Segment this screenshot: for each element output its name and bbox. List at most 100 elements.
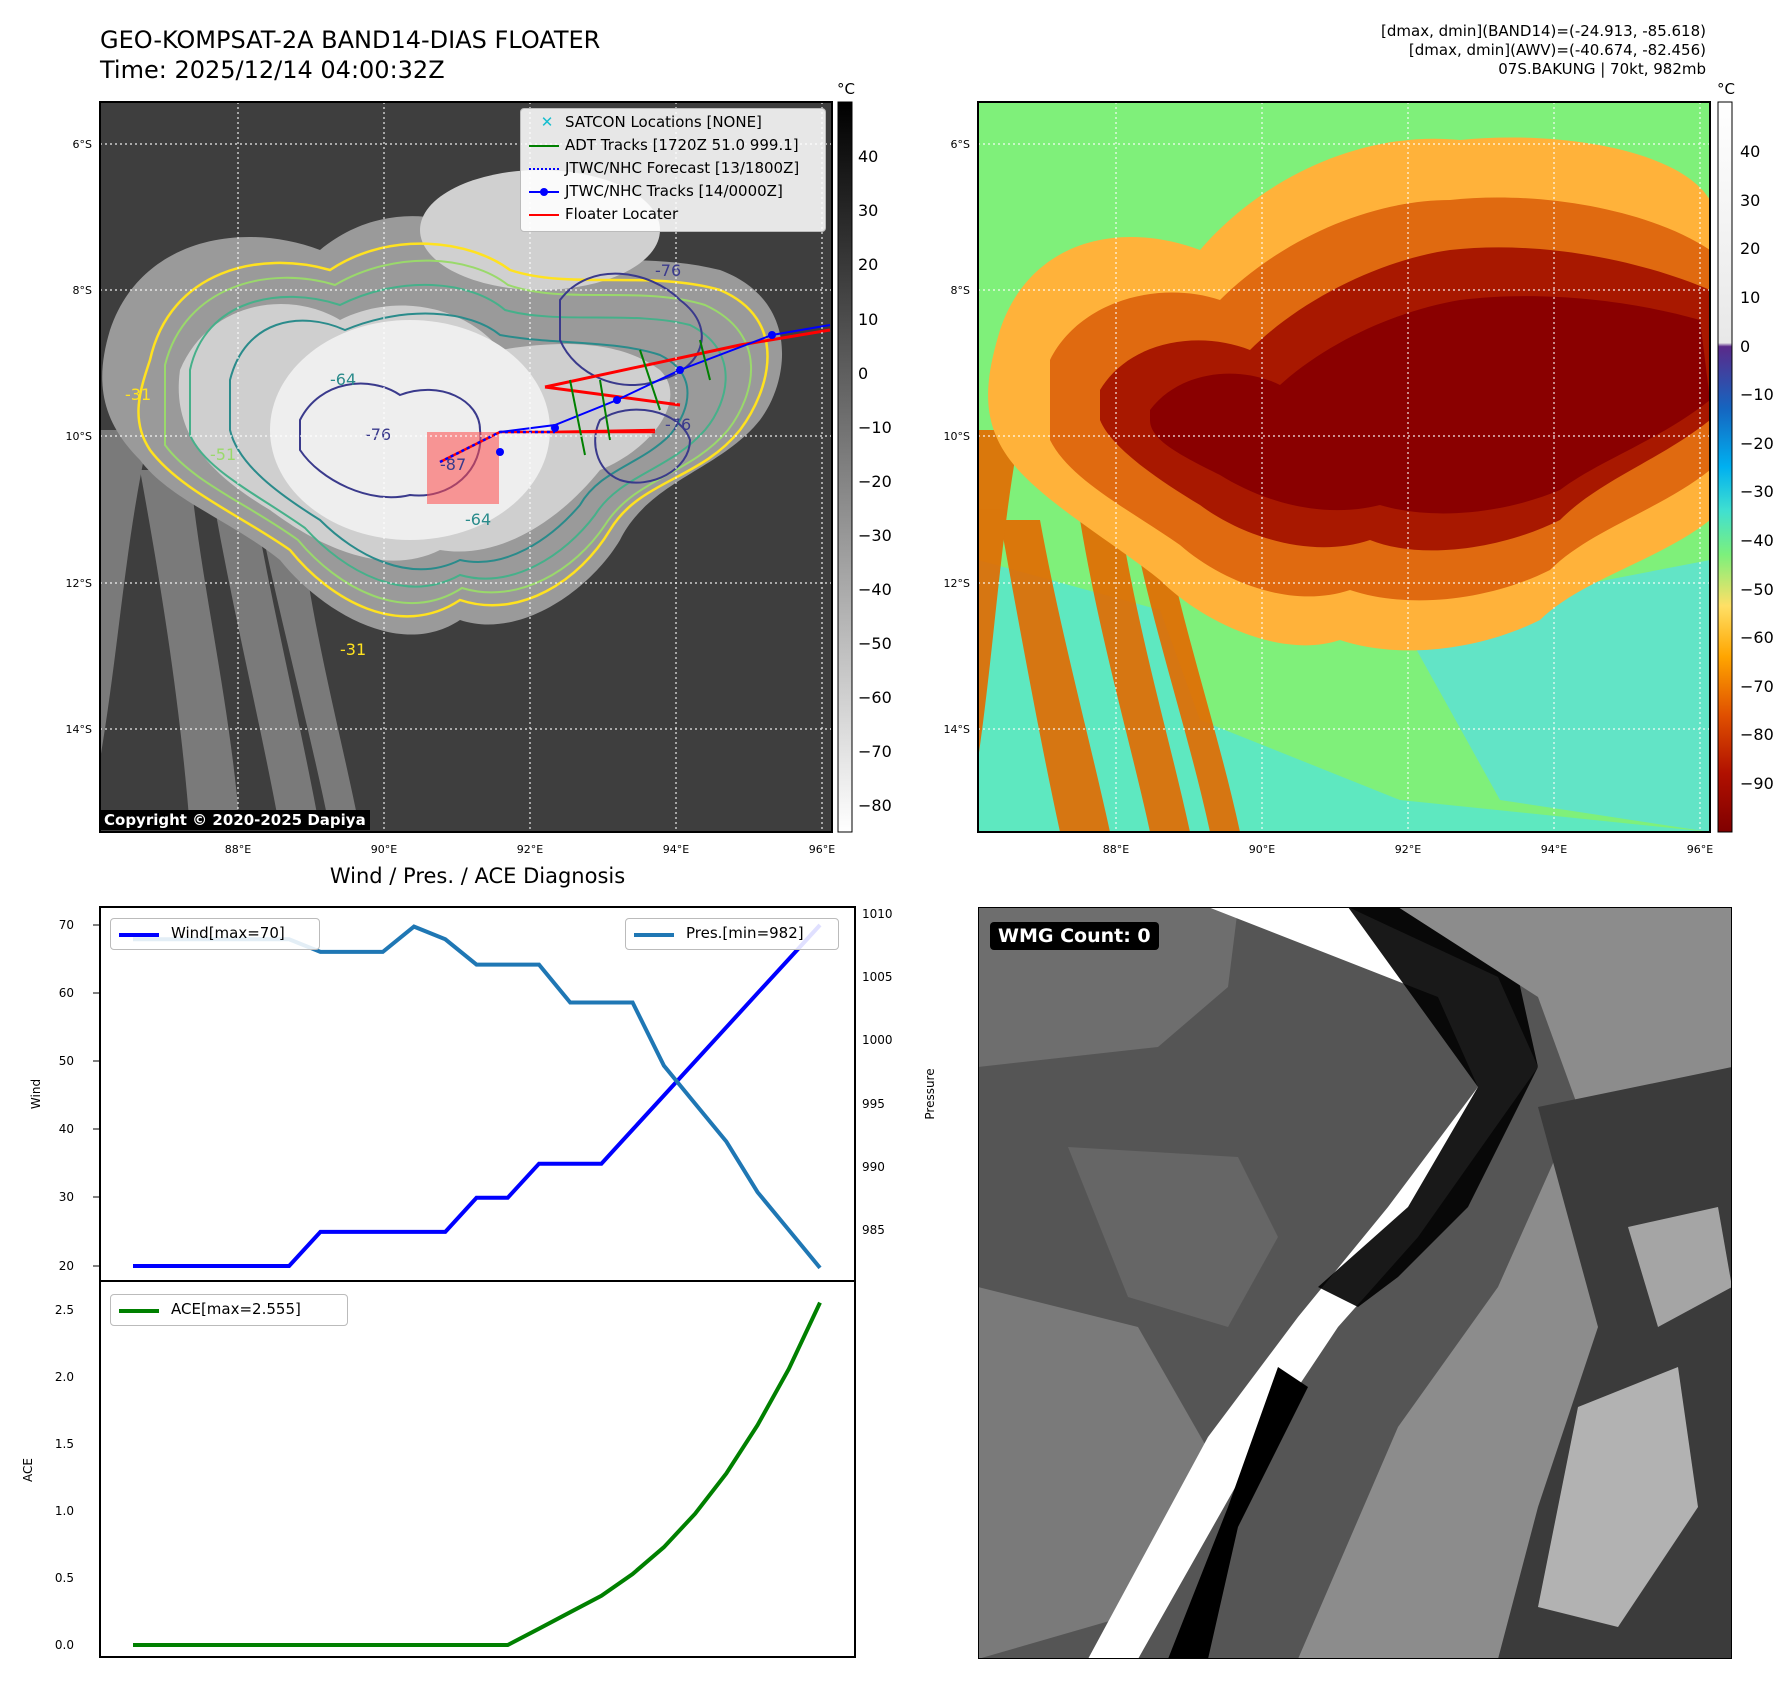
wind-legend: Wind[max=70] bbox=[110, 918, 320, 950]
colorbar-tick: 20 bbox=[858, 255, 878, 274]
legend-item-forecast: JTWC/NHC Forecast [13/1800Z] bbox=[529, 159, 819, 177]
ace-tick: 1.0 bbox=[55, 1504, 74, 1518]
contour-label: -76 bbox=[365, 425, 391, 444]
info-band14: [dmax, dmin](BAND14)=(-24.913, -85.618) bbox=[1381, 22, 1706, 40]
wind-legend-label: Wind[max=70] bbox=[171, 924, 285, 942]
wmg-panel bbox=[978, 907, 1732, 1659]
colorbar-tick: 0 bbox=[1740, 337, 1750, 356]
lon-label: 96°E bbox=[1687, 843, 1713, 856]
legend-item-satcon: ✕ SATCON Locations [NONE] bbox=[529, 113, 819, 131]
colorbar-tick: −40 bbox=[858, 580, 892, 599]
legend-item-tracks: JTWC/NHC Tracks [14/0000Z] bbox=[529, 182, 819, 200]
ir-map-panel: -76 -76 -64 -76 -87 -64 -51 -31 -31 6°S … bbox=[66, 80, 892, 856]
wind-tick: 30 bbox=[59, 1190, 74, 1204]
contour-label: -31 bbox=[125, 385, 151, 404]
info-awv: [dmax, dmin](AWV)=(-40.674, -82.456) bbox=[1408, 41, 1706, 59]
pressure-series-line bbox=[133, 924, 822, 1270]
dotted-line-icon bbox=[529, 167, 559, 170]
lon-label: 94°E bbox=[1541, 843, 1567, 856]
colorbar-tick: 10 bbox=[858, 310, 878, 329]
line-dot-icon bbox=[529, 187, 559, 196]
lat-label: 12°S bbox=[944, 577, 970, 590]
ace-series-line bbox=[133, 1301, 822, 1647]
chart-title: GEO-KOMPSAT-2A BAND14-DIAS FLOATER bbox=[100, 26, 601, 54]
chart-timestamp: Time: 2025/12/14 04:00:32Z bbox=[100, 56, 445, 84]
ace-legend-label: ACE[max=2.555] bbox=[171, 1300, 301, 1318]
ace-legend: ACE[max=2.555] bbox=[110, 1294, 348, 1326]
ace-tick: 0.0 bbox=[55, 1638, 74, 1652]
wind-tick: 60 bbox=[59, 986, 74, 1000]
legend-item-floater: Floater Locater bbox=[529, 205, 819, 223]
colorbar-tick: 0 bbox=[858, 364, 868, 383]
wind-axis-label: Wind bbox=[29, 1079, 43, 1109]
lat-label: 10°S bbox=[944, 430, 970, 443]
colorbar-tick: −80 bbox=[858, 796, 892, 815]
lat-label: 10°S bbox=[66, 430, 92, 443]
contour-label: -64 bbox=[330, 370, 356, 389]
lat-label: 6°S bbox=[73, 138, 92, 151]
copyright-label: Copyright © 2020-2025 Dapiya bbox=[100, 810, 370, 830]
contour-label: -87 bbox=[440, 455, 466, 474]
pressure-tick: 1000 bbox=[862, 1033, 893, 1047]
colorbar-tick: 40 bbox=[858, 147, 878, 166]
colorbar-tick: −80 bbox=[1740, 725, 1774, 744]
wind-tick: 70 bbox=[59, 918, 74, 932]
wind-tick: 50 bbox=[59, 1054, 74, 1068]
ace-tick: 0.5 bbox=[55, 1571, 74, 1585]
lat-label: 14°S bbox=[944, 723, 970, 736]
line-icon bbox=[529, 213, 559, 216]
lon-label: 92°E bbox=[517, 843, 543, 856]
line-icon bbox=[529, 144, 559, 147]
colorbar-tick: −70 bbox=[858, 742, 892, 761]
contour-label: -76 bbox=[665, 415, 691, 434]
colorbar-tick: −10 bbox=[858, 418, 892, 437]
contour-label: -31 bbox=[340, 640, 366, 659]
pressure-tick: 1005 bbox=[862, 970, 893, 984]
x-marker-icon: ✕ bbox=[540, 113, 554, 131]
diagnosis-title: Wind / Pres. / ACE Diagnosis bbox=[329, 864, 626, 888]
legend-item-adt: ADT Tracks [1720Z 51.0 999.1] bbox=[529, 136, 819, 154]
colorbar-tick: −50 bbox=[1740, 580, 1774, 599]
colorbar-unit: °C bbox=[837, 80, 855, 98]
wind-series-line bbox=[133, 923, 822, 1268]
colorbar-tick: 30 bbox=[1740, 191, 1760, 210]
colorbar-tick: 30 bbox=[858, 201, 878, 220]
colorbar-tick: −40 bbox=[1740, 531, 1774, 550]
line-icon bbox=[119, 933, 159, 937]
lat-label: 12°S bbox=[66, 577, 92, 590]
contour-label: -51 bbox=[210, 445, 236, 464]
colorbar-tick: −30 bbox=[1740, 482, 1774, 501]
lon-label: 90°E bbox=[371, 843, 397, 856]
lat-label: 8°S bbox=[951, 284, 970, 297]
contour-label: -76 bbox=[655, 261, 681, 280]
lon-label: 90°E bbox=[1249, 843, 1275, 856]
colorbar-tick: −20 bbox=[1740, 434, 1774, 453]
colorbar-tick: −50 bbox=[858, 634, 892, 653]
ace-tick: 2.5 bbox=[55, 1303, 74, 1317]
map-legend: ✕ SATCON Locations [NONE] ADT Tracks [172… bbox=[520, 108, 826, 232]
lon-label: 96°E bbox=[809, 843, 835, 856]
pressure-tick: 995 bbox=[862, 1097, 885, 1111]
colorbar-tick: −60 bbox=[1740, 628, 1774, 647]
colorbar-tick: −30 bbox=[858, 526, 892, 545]
pressure-axis-label: Pressure bbox=[923, 1068, 937, 1119]
pressure-tick: 990 bbox=[862, 1160, 885, 1174]
diagnosis-chart: 70 60 50 40 30 20 Wind 1010 1005 1000 99… bbox=[21, 906, 937, 1658]
lon-label: 88°E bbox=[225, 843, 251, 856]
lon-label: 94°E bbox=[663, 843, 689, 856]
contour-label: -64 bbox=[465, 510, 491, 529]
wind-tick: 40 bbox=[59, 1122, 74, 1136]
wind-tick: 20 bbox=[59, 1259, 74, 1273]
lat-label: 6°S bbox=[951, 138, 970, 151]
info-storm: 07S.BAKUNG | 70kt, 982mb bbox=[1498, 60, 1706, 78]
pressure-legend: Pres.[min=982] bbox=[625, 918, 839, 950]
wmg-count-badge: WMG Count: 0 bbox=[990, 922, 1159, 950]
lon-label: 88°E bbox=[1103, 843, 1129, 856]
pressure-legend-label: Pres.[min=982] bbox=[686, 924, 804, 942]
ace-axis-label: ACE bbox=[21, 1458, 35, 1482]
lat-label: 8°S bbox=[73, 284, 92, 297]
colorbar-unit: °C bbox=[1717, 80, 1735, 98]
colorbar-tick: 20 bbox=[1740, 239, 1760, 258]
colorbar-tick: −70 bbox=[1740, 677, 1774, 696]
colorbar-tick: −10 bbox=[1740, 385, 1774, 404]
